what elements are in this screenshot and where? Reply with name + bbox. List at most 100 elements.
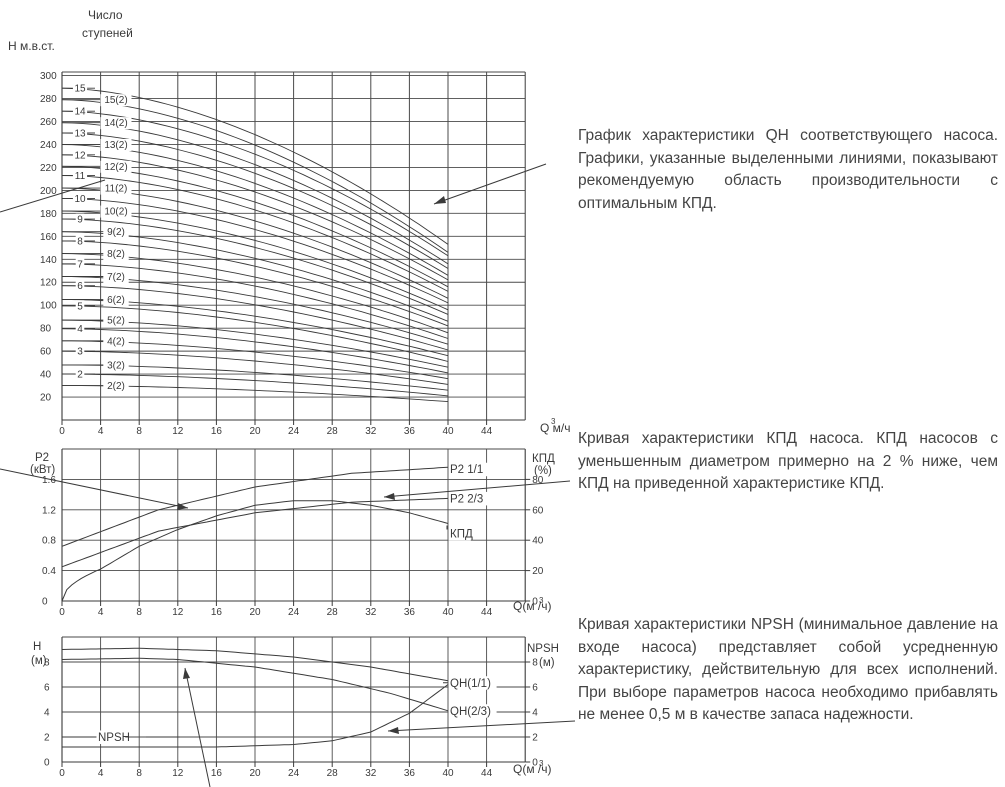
qh-curve-full [61,175,449,292]
npsh-x-tick-label: 40 [442,768,454,779]
qh-stage-label-reduced: 8(2) [107,249,125,260]
eff-x-tick-label: 40 [442,607,454,618]
qh-stage-label-bg [75,258,85,271]
h-tick-label: 0 [44,758,50,769]
qh-curve-full [61,305,449,362]
qh-y-tick-label: 140 [40,255,57,266]
eff-left-arrowhead [177,503,188,510]
qh-stage-label-reduced-bg [100,205,132,218]
qh-y-tick-label: 40 [40,370,52,381]
qh-y-tick-label: 20 [40,393,52,404]
stages-header-1: Число [88,8,123,22]
qh-x-tick-label: 40 [442,426,454,437]
eff-left-pointer [0,468,189,509]
p2-2-3-label: P2 2/3 [450,493,483,505]
qh-y-tick-label: 120 [40,278,57,289]
qh-y-tick-label: 260 [40,117,57,128]
npsh-pointer [387,720,576,732]
eff-x-axis-sup: 3 [539,596,544,605]
eff-tick-label: 80 [532,475,544,486]
qh-y-tick-label: 240 [40,140,57,151]
qh-y-tick-label: 160 [40,232,57,243]
p2-tick-label: 0 [42,597,48,608]
npsh-x-tick-label: 12 [172,768,184,779]
qh-left-pointer [0,179,106,213]
eff-axis-title: КПД [532,453,555,465]
eff-x-tick-label: 4 [98,607,104,618]
qh-x-tick-label: 24 [288,426,300,437]
qh-y-tick-label: 300 [40,71,57,82]
qh-stage-label-reduced: 6(2) [107,295,125,306]
efficiency-description: Кривая характеристики КПД насоса. КПД на… [578,430,998,492]
h-tick-label: 6 [44,683,50,694]
qh-curve-full [61,263,449,339]
qh-stage-label-reduced: 2(2) [107,381,125,392]
qh-x-tick-label: 28 [327,426,339,437]
eff-x-tick-label: 0 [59,607,65,618]
qh-stage-label-reduced: 4(2) [107,336,125,347]
p2-1-1-line [61,466,449,547]
p2-2-3-label-bg [448,491,491,506]
qh-curve-reduced [61,99,449,253]
qh-stage-label-bg [72,105,88,118]
qh-stage-label-bg [72,82,88,95]
eff-x-tick-label: 16 [211,607,223,618]
npsh-x-axis-title: Q(м /ч) [513,762,552,776]
h-axis-unit: (м) [31,655,47,667]
npsh-axis-unit: (м) [539,657,555,669]
h-tick-label: 2 [44,733,50,744]
eff-x-tick-label: 12 [172,607,184,618]
eff-tick-label: 60 [532,505,544,516]
qh-bottom-pointer [184,667,211,787]
qh-y-tick-label: 220 [40,163,57,174]
p2-tick-label: 0.8 [42,536,56,547]
qh-stage-label: 13 [74,129,86,140]
qh-stage-label-reduced-bg [100,160,132,173]
qh-2-3-label-bg [448,704,497,718]
qh-stage-label: 8 [77,236,83,247]
qh-x-axis-title: Q м/ч [540,421,571,435]
npsh-x-tick-label: 36 [404,768,416,779]
qh-stage-label-reduced: 14(2) [104,118,127,129]
p2-2-3-line [61,497,449,568]
qh-stage-label-reduced-bg [100,138,132,151]
qh-y-axis-title: H м.в.ст. [8,39,55,53]
qh-stage-label: 5 [77,301,83,312]
npsh-axis-title: NPSH [527,643,559,655]
qh-stage-label: 12 [74,150,86,161]
npsh-tick-label: 8 [532,658,538,669]
qh-x-tick-label: 16 [211,426,223,437]
eff-axis-unit: (%) [534,465,552,477]
qh-x-tick-label: 0 [59,426,65,437]
qh-curve-full [61,240,449,327]
qh-stage-label-reduced-bg [100,182,132,195]
efficiency-label: КПД [450,528,473,540]
qh-stage-label-reduced-bg [103,248,129,261]
qh-stage-label-reduced: 10(2) [104,207,127,218]
npsh-x-tick-label: 8 [136,768,142,779]
eff-x-tick-label: 20 [249,607,261,618]
npsh-x-tick-label: 32 [365,768,377,779]
qh-stage-label-bg [72,127,88,140]
qh-stage-label-reduced-bg [100,94,132,107]
qh-y-tick-label: 280 [40,94,57,105]
qh-stage-label-reduced: 11(2) [105,184,128,195]
qh-x-tick-label: 4 [98,426,104,437]
qh-1-1-label-bg [448,676,497,690]
eff-x-tick-label: 8 [136,607,142,618]
qh-curve-full [61,285,449,351]
h-axis-title: H [33,641,41,653]
qh-stage-label-reduced: 12(2) [104,162,127,173]
qh-arrowhead [434,196,446,204]
eff-x-tick-label: 28 [327,607,339,618]
eff-x-tick-label: 24 [288,607,300,618]
p2-1-1-label-bg [448,462,491,477]
qh-x-tick-label: 20 [249,426,261,437]
qh-stage-label-bg [75,323,85,336]
qh-stage-label-reduced: 9(2) [107,227,125,238]
qh-stage-label-bg [75,368,85,381]
qh-stage-label-reduced: 15(2) [104,95,127,106]
qh-curve-full [61,154,449,281]
qh-stage-label: 10 [74,194,86,205]
